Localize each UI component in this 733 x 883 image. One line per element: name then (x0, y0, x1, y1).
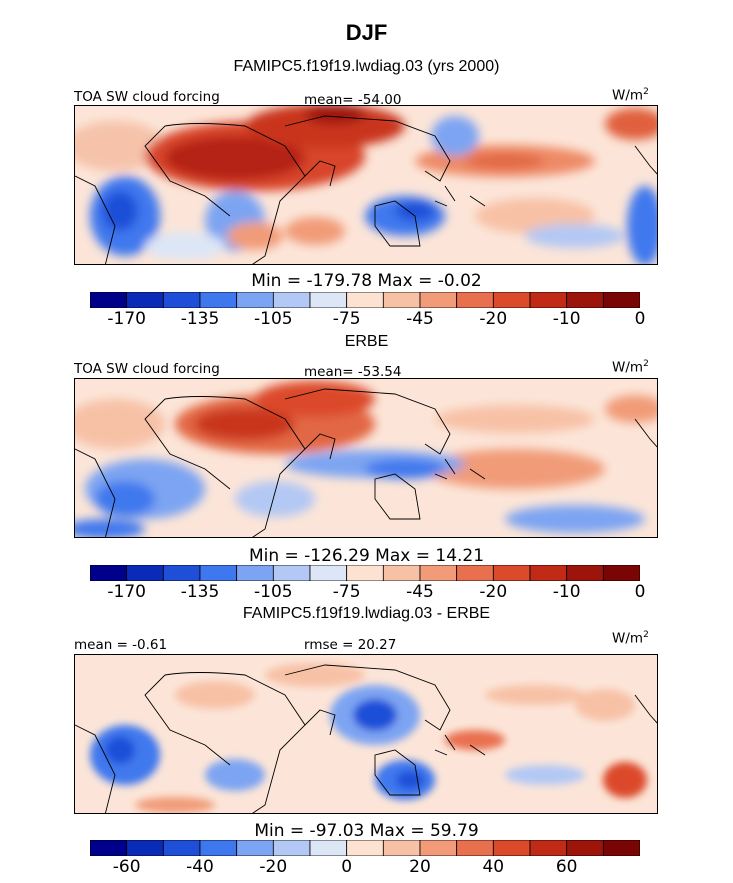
colorbar-swatch (529, 840, 568, 856)
colorbar-swatch (309, 840, 348, 856)
colorbar-swatch (162, 565, 201, 581)
colorbar-swatch (272, 292, 311, 308)
colorbar-tick-label: -45 (406, 309, 434, 329)
panel-3-rmse-label: rmse = 20.27 (304, 637, 397, 653)
panel-2-unit-label: W/m2 (612, 359, 649, 376)
panel-3-unit-label: W/m2 (612, 630, 649, 647)
colorbar-swatch (236, 565, 274, 581)
colorbar-tick-label: -75 (332, 582, 361, 602)
colorbar-tick-label: 0 (634, 309, 646, 329)
colorbar-swatch (382, 840, 421, 856)
colorbar-tick-label: -20 (479, 309, 508, 329)
colorbar-tick-label: -45 (406, 582, 434, 602)
colorbar-swatch (419, 292, 458, 308)
colorbar-swatch (382, 565, 421, 581)
panel-2-colorbar (90, 565, 640, 581)
colorbar-swatch (346, 565, 384, 581)
colorbar-swatch (162, 292, 201, 308)
colorbar-swatch (529, 565, 568, 581)
colorbar-swatch (236, 292, 274, 308)
colorbar-tick-label: -105 (254, 309, 293, 329)
colorbar-swatch (566, 565, 604, 581)
colorbar-tick-label: 0 (341, 857, 353, 877)
colorbar-swatch (272, 840, 311, 856)
colorbar-tick-label: -170 (107, 582, 146, 602)
colorbar-swatch (272, 565, 311, 581)
colorbar-swatch (566, 840, 604, 856)
panel-1-heading: FAMIPC5.f19f19.lwdiag.03 (yrs 2000) (233, 58, 500, 75)
colorbar-swatch (602, 840, 640, 856)
panel-1-map (74, 105, 658, 265)
colorbar-swatch (199, 565, 238, 581)
colorbar-swatch (346, 840, 384, 856)
colorbar-swatch (346, 292, 384, 308)
colorbar-swatch (492, 292, 531, 308)
colorbar-swatch (90, 840, 128, 856)
panel-3-heading: FAMIPC5.f19f19.lwdiag.03 - ERBE (242, 605, 491, 622)
colorbar-tick-label: -105 (254, 582, 293, 602)
panel-1-unit-label: W/m2 (612, 87, 649, 104)
panel-1-colorbar (90, 292, 640, 308)
figure-title: DJF (345, 20, 388, 45)
panel-2-map-field (75, 379, 657, 537)
panel-2-colorbar-ticks: -170 -135 -105 -75 -45 -20 -10 0 (90, 582, 645, 602)
colorbar-swatch (162, 840, 201, 856)
colorbar-tick-label: -135 (180, 309, 220, 329)
colorbar-tick-label: -75 (332, 309, 361, 329)
colorbar-swatch (309, 565, 348, 581)
colorbar-tick-label: 20 (409, 857, 431, 877)
panel-3-map (74, 654, 658, 814)
panel-2-variable-label: TOA SW cloud forcing (74, 361, 220, 377)
colorbar-tick-label: 60 (555, 857, 578, 877)
colorbar-swatch (126, 565, 164, 581)
colorbar-swatch (419, 840, 458, 856)
panel-2-heading: ERBE (344, 333, 389, 350)
panel-1-mean-label: mean= -54.00 (304, 92, 402, 108)
panel-1-colorbar-ticks: -170 -135 -105 -75 -45 -20 -10 0 (90, 309, 645, 329)
colorbar-swatch (199, 840, 238, 856)
panel-3-colorbar (90, 840, 640, 856)
panel-2-map (74, 378, 658, 538)
colorbar-swatch (602, 292, 640, 308)
colorbar-tick-label: -135 (180, 582, 220, 602)
colorbar-swatch (126, 292, 164, 308)
colorbar-tick-label: -10 (552, 582, 581, 602)
colorbar-swatch (492, 565, 531, 581)
colorbar-tick-label: -40 (186, 857, 214, 877)
colorbar-swatch (236, 840, 274, 856)
colorbar-tick-label: -60 (112, 857, 141, 877)
colorbar-tick-label: -10 (552, 309, 581, 329)
colorbar-swatch (529, 292, 568, 308)
panel-1-min-max: Min = -179.78 Max = -0.02 (251, 271, 482, 291)
colorbar-tick-label: 40 (482, 857, 505, 877)
colorbar-swatch (566, 292, 604, 308)
panel-2-mean-label: mean= -53.54 (304, 364, 402, 380)
colorbar-swatch (602, 565, 640, 581)
colorbar-swatch (456, 840, 494, 856)
colorbar-swatch (199, 292, 238, 308)
panel-3-mean-label: mean = -0.61 (74, 637, 168, 653)
colorbar-tick-label: 0 (634, 582, 646, 602)
colorbar-swatch (90, 292, 128, 308)
colorbar-swatch (492, 840, 531, 856)
colorbar-swatch (309, 292, 348, 308)
panel-3-map-field (75, 655, 657, 813)
colorbar-swatch (90, 565, 128, 581)
colorbar-swatch (456, 292, 494, 308)
panel-3-colorbar-ticks: -60 -40 -20 0 20 40 60 (90, 857, 640, 877)
colorbar-swatch (126, 840, 164, 856)
panel-3-min-max: Min = -97.03 Max = 59.79 (254, 821, 479, 841)
colorbar-swatch (456, 565, 494, 581)
panel-2-min-max: Min = -126.29 Max = 14.21 (248, 546, 485, 566)
colorbar-swatch (382, 292, 421, 308)
colorbar-tick-label: -20 (479, 582, 508, 602)
panel-1-variable-label: TOA SW cloud forcing (74, 89, 220, 105)
panel-1-map-field (75, 106, 657, 264)
colorbar-swatch (419, 565, 458, 581)
colorbar-tick-label: -170 (107, 309, 146, 329)
colorbar-tick-label: -20 (259, 857, 288, 877)
